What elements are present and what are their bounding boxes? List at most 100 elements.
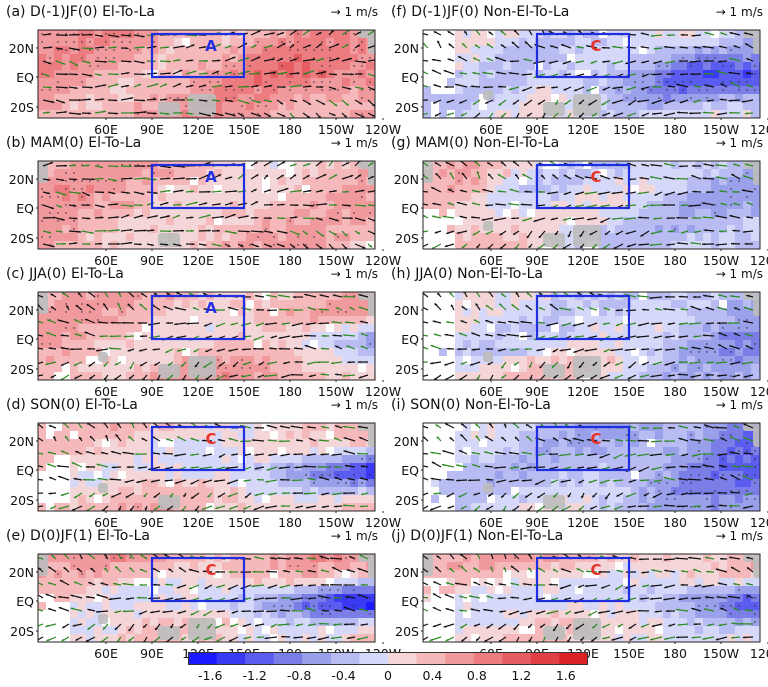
anomaly-cell [535, 62, 544, 71]
anomaly-cell [158, 62, 167, 71]
anomaly-cell [575, 316, 584, 325]
anomaly-cell [607, 38, 616, 47]
wind-vector-significant [55, 230, 63, 233]
anomaly-cell [663, 233, 672, 242]
anomaly-cell [86, 217, 95, 226]
anomaly-cell [735, 300, 744, 309]
significance-dot [65, 212, 67, 214]
anomaly-cell [318, 233, 327, 242]
anomaly-cell [294, 292, 303, 301]
anomaly-cell [150, 62, 159, 71]
wind-vector-significant [307, 306, 317, 311]
anomaly-cell [334, 503, 343, 511]
anomaly-cell [535, 169, 544, 178]
anomaly-cell [246, 495, 255, 504]
significance-dot [321, 41, 323, 43]
significance-dot [273, 73, 275, 75]
anomaly-cell [439, 209, 448, 218]
anomaly-cell [615, 316, 624, 325]
anomaly-cell [94, 78, 103, 87]
anomaly-cell [318, 94, 327, 103]
anomaly-cell [206, 324, 215, 333]
anomaly-cell [711, 78, 720, 87]
anomaly-cell [535, 102, 544, 111]
wind-vector [120, 177, 133, 180]
anomaly-cell [527, 169, 536, 178]
anomaly-cell [471, 185, 480, 194]
anomaly-cell [262, 439, 271, 448]
wind-vector-significant [460, 112, 468, 117]
significance-dot [706, 57, 708, 59]
significance-dot [337, 482, 339, 484]
anomaly-cell [607, 177, 616, 186]
land-patch [543, 233, 565, 247]
anomaly-cell [270, 38, 279, 47]
significance-dot [41, 73, 43, 75]
wind-vector-significant [471, 202, 481, 206]
anomaly-cell [222, 209, 231, 218]
significance-dot [377, 33, 378, 34]
anomaly-cell [46, 487, 55, 496]
anomaly-cell [150, 102, 159, 111]
anomaly-cell [238, 233, 247, 242]
anomaly-cell [342, 316, 351, 325]
anomaly-cell [222, 463, 231, 472]
anomaly-cell [431, 308, 440, 317]
anomaly-cell [110, 356, 119, 365]
anomaly-cell [495, 94, 504, 103]
anomaly-cell [102, 340, 111, 349]
wind-vector [423, 321, 429, 324]
anomaly-cell [447, 300, 456, 309]
significance-dot [297, 244, 299, 246]
anomaly-cell [326, 169, 335, 178]
wind-vector [485, 347, 494, 351]
significance-dot [289, 220, 291, 222]
wind-vector [341, 243, 348, 249]
anomaly-cell [126, 439, 135, 448]
map-frame [37, 29, 376, 119]
wind-vector [743, 374, 754, 378]
anomaly-cell [62, 102, 71, 111]
wind-vector [640, 86, 650, 90]
anomaly-cell [102, 348, 111, 357]
significance-dot [137, 164, 139, 166]
anomaly-cell [735, 364, 744, 373]
anomaly-cell [671, 324, 680, 333]
anomaly-cell [294, 193, 303, 202]
anomaly-cell [326, 487, 335, 496]
wind-vector [486, 161, 494, 167]
wind-vector [521, 86, 533, 92]
anomaly-cell [599, 38, 608, 47]
wind-vector [96, 348, 109, 352]
anomaly-cell [695, 193, 704, 202]
anomaly-cell [599, 169, 608, 178]
wind-vector [702, 177, 715, 180]
significance-dot [105, 57, 107, 59]
anomaly-cell [639, 169, 648, 178]
anomaly-cell [198, 471, 207, 480]
anomaly-cell [463, 332, 472, 341]
lon-tick-label: 180 [663, 384, 687, 399]
anomaly-cell [647, 54, 656, 63]
anomaly-cell [38, 431, 47, 440]
anomaly-cell [455, 110, 464, 118]
anomaly-cell [567, 308, 576, 317]
anomaly-cell [182, 340, 191, 349]
anomaly-cell [551, 324, 560, 333]
anomaly-cell [302, 340, 311, 349]
anomaly-cell [294, 308, 303, 317]
wind-vector [524, 190, 533, 193]
anomaly-cell [254, 431, 263, 440]
map-panel: A(a) D(-1)JF(0) El-To-La → 1 m/s20NEQ20S6… [6, 4, 401, 137]
anomaly-cell [182, 225, 191, 234]
anomaly-cell [238, 340, 247, 349]
wind-vector [664, 361, 676, 366]
wind-vector-significant [433, 333, 442, 337]
wind-vector [651, 73, 663, 76]
anomaly-cell [38, 487, 47, 496]
wind-vector [68, 99, 82, 102]
anomaly-cell [583, 217, 592, 226]
wind-vector [538, 230, 546, 239]
anomaly-cell [559, 177, 568, 186]
significance-dot [73, 327, 75, 329]
